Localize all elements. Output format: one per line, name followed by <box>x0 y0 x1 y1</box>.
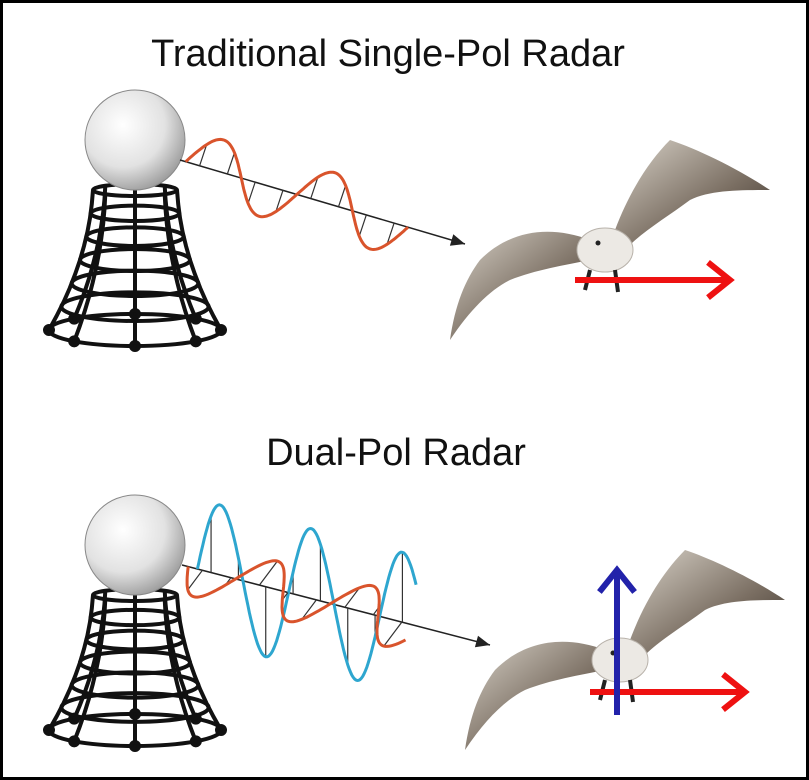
top-title: Traditional Single-Pol Radar <box>151 33 625 75</box>
bird-wing-right <box>615 140 770 245</box>
horizontal-wave-vector <box>310 177 319 199</box>
radar-tower <box>43 587 227 752</box>
bird-wing-left <box>450 231 590 340</box>
beam-arrowhead <box>474 635 490 648</box>
tower-foot <box>189 312 202 325</box>
tower-foot <box>189 712 202 725</box>
beam-axis <box>181 564 491 646</box>
bird-wing-left <box>465 641 605 750</box>
motion-arrow-head <box>706 260 735 300</box>
tower-foot <box>68 735 81 748</box>
beam-arrowhead <box>449 234 465 246</box>
tower-foot <box>68 312 81 325</box>
radar-dome <box>84 494 186 596</box>
tower-foot <box>43 324 55 336</box>
tower-foot <box>215 724 227 736</box>
bird-wing-right <box>630 550 785 655</box>
motion-arrow-head <box>721 672 750 712</box>
horizontal-wave <box>184 137 409 252</box>
horizontal-wave-vector <box>247 181 256 204</box>
bottom-title: Dual-Pol Radar <box>266 432 526 474</box>
bird-eye <box>595 240 601 246</box>
radar-dome <box>84 89 186 191</box>
tower-foot <box>68 712 81 725</box>
horizontal-wave-vector <box>337 185 347 207</box>
horizontal-wave-vector <box>275 190 284 212</box>
tower-foot <box>215 324 227 336</box>
tower-leg <box>47 189 95 331</box>
tower-leg <box>72 590 108 720</box>
tower-foot <box>189 735 202 748</box>
tower-leg <box>162 590 198 720</box>
motion-arrow-head <box>597 565 637 594</box>
horizontal-wave-vector <box>226 152 236 175</box>
tower-leg <box>175 594 223 731</box>
bird <box>465 550 785 750</box>
tower-foot <box>68 335 81 348</box>
tower-foot <box>43 724 55 736</box>
tower-foot <box>129 708 141 720</box>
horizontal-wave-vector <box>358 214 367 237</box>
illustration <box>43 89 785 752</box>
tower-leg <box>175 189 223 331</box>
horizontal-wave <box>185 559 407 648</box>
horizontal-wave-vector <box>199 144 208 166</box>
tower-foot <box>129 308 141 320</box>
tower-leg <box>162 185 198 320</box>
bird <box>450 140 770 340</box>
horizontal-wave-vector <box>344 587 360 608</box>
horizontal-wave-vector <box>386 222 395 245</box>
horizontal-wave-vector <box>187 569 203 591</box>
vertical-wave <box>195 503 418 683</box>
bird-body <box>576 227 634 273</box>
horizontal-wave-vector <box>383 621 403 647</box>
horizontal-wave-vector <box>258 560 278 586</box>
tower-leg <box>72 185 108 320</box>
tower-foot <box>129 740 141 752</box>
tower-foot <box>129 340 141 352</box>
tower-foot <box>189 335 202 348</box>
horizontal-wave-vector <box>301 599 317 620</box>
tower-leg <box>47 594 95 731</box>
